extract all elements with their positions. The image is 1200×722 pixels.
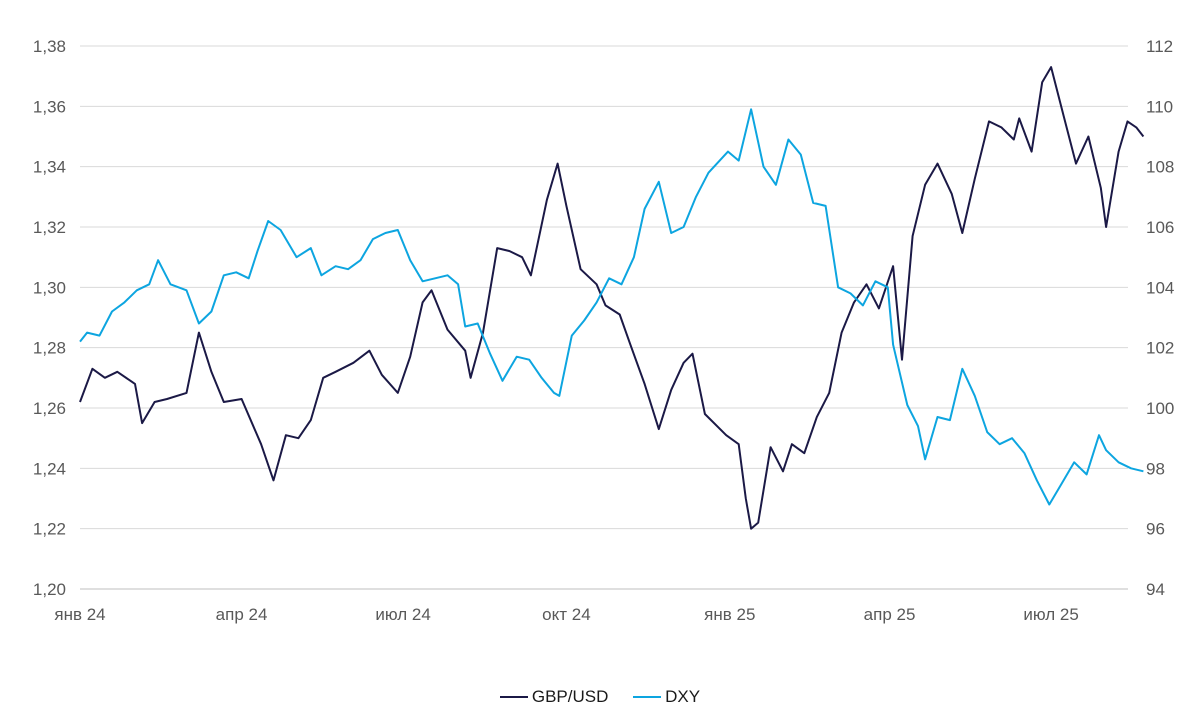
- legend-swatch-gbpusd: [499, 696, 528, 698]
- y-left-tick-label: 1,30: [33, 278, 66, 297]
- y-left-tick-label: 1,26: [33, 399, 66, 418]
- y-right-tick-label: 112: [1146, 37, 1173, 56]
- legend-label-gbpusd: GBP/USD: [531, 687, 609, 706]
- legend-label-dxy: DXY: [665, 687, 701, 706]
- y-left-tick-label: 1,32: [33, 218, 66, 237]
- legend-item-dxy: DXY: [633, 687, 700, 707]
- x-tick-label: янв 24: [54, 605, 105, 624]
- legend-swatch-dxy: [633, 696, 662, 698]
- series-line-gbpusd: [79, 66, 1145, 530]
- y-left-tick-label: 1,22: [33, 520, 66, 539]
- y-right-tick-label: 108: [1146, 158, 1174, 177]
- x-tick-label: окт 24: [542, 605, 591, 624]
- y-left-tick-label: 1,36: [33, 97, 66, 116]
- y-left-tick-label: 1,38: [33, 37, 66, 56]
- y-right-tick-label: 102: [1146, 339, 1174, 358]
- series-line-dxy: [79, 108, 1144, 506]
- y-right-tick-label: 94: [1146, 580, 1165, 599]
- y-right-tick-label: 96: [1146, 520, 1165, 539]
- y-left-tick-label: 1,20: [33, 580, 66, 599]
- y-right-tick-label: 110: [1146, 97, 1173, 116]
- y-left-tick-label: 1,24: [33, 459, 66, 478]
- y-right-tick-label: 106: [1146, 218, 1174, 237]
- y-right-tick-label: 98: [1146, 459, 1165, 478]
- x-tick-label: янв 25: [704, 605, 755, 624]
- y-right-tick-label: 100: [1146, 399, 1174, 418]
- x-tick-label: апр 25: [864, 605, 916, 624]
- x-tick-label: июл 25: [1023, 605, 1078, 624]
- y-left-tick-label: 1,34: [33, 158, 66, 177]
- x-tick-label: апр 24: [216, 605, 268, 624]
- y-left-tick-label: 1,28: [33, 339, 66, 358]
- legend: GBP/USD DXY: [0, 683, 1200, 707]
- y-right-tick-label: 104: [1146, 278, 1174, 297]
- x-tick-label: июл 24: [375, 605, 430, 624]
- legend-item-gbpusd: GBP/USD: [499, 687, 609, 707]
